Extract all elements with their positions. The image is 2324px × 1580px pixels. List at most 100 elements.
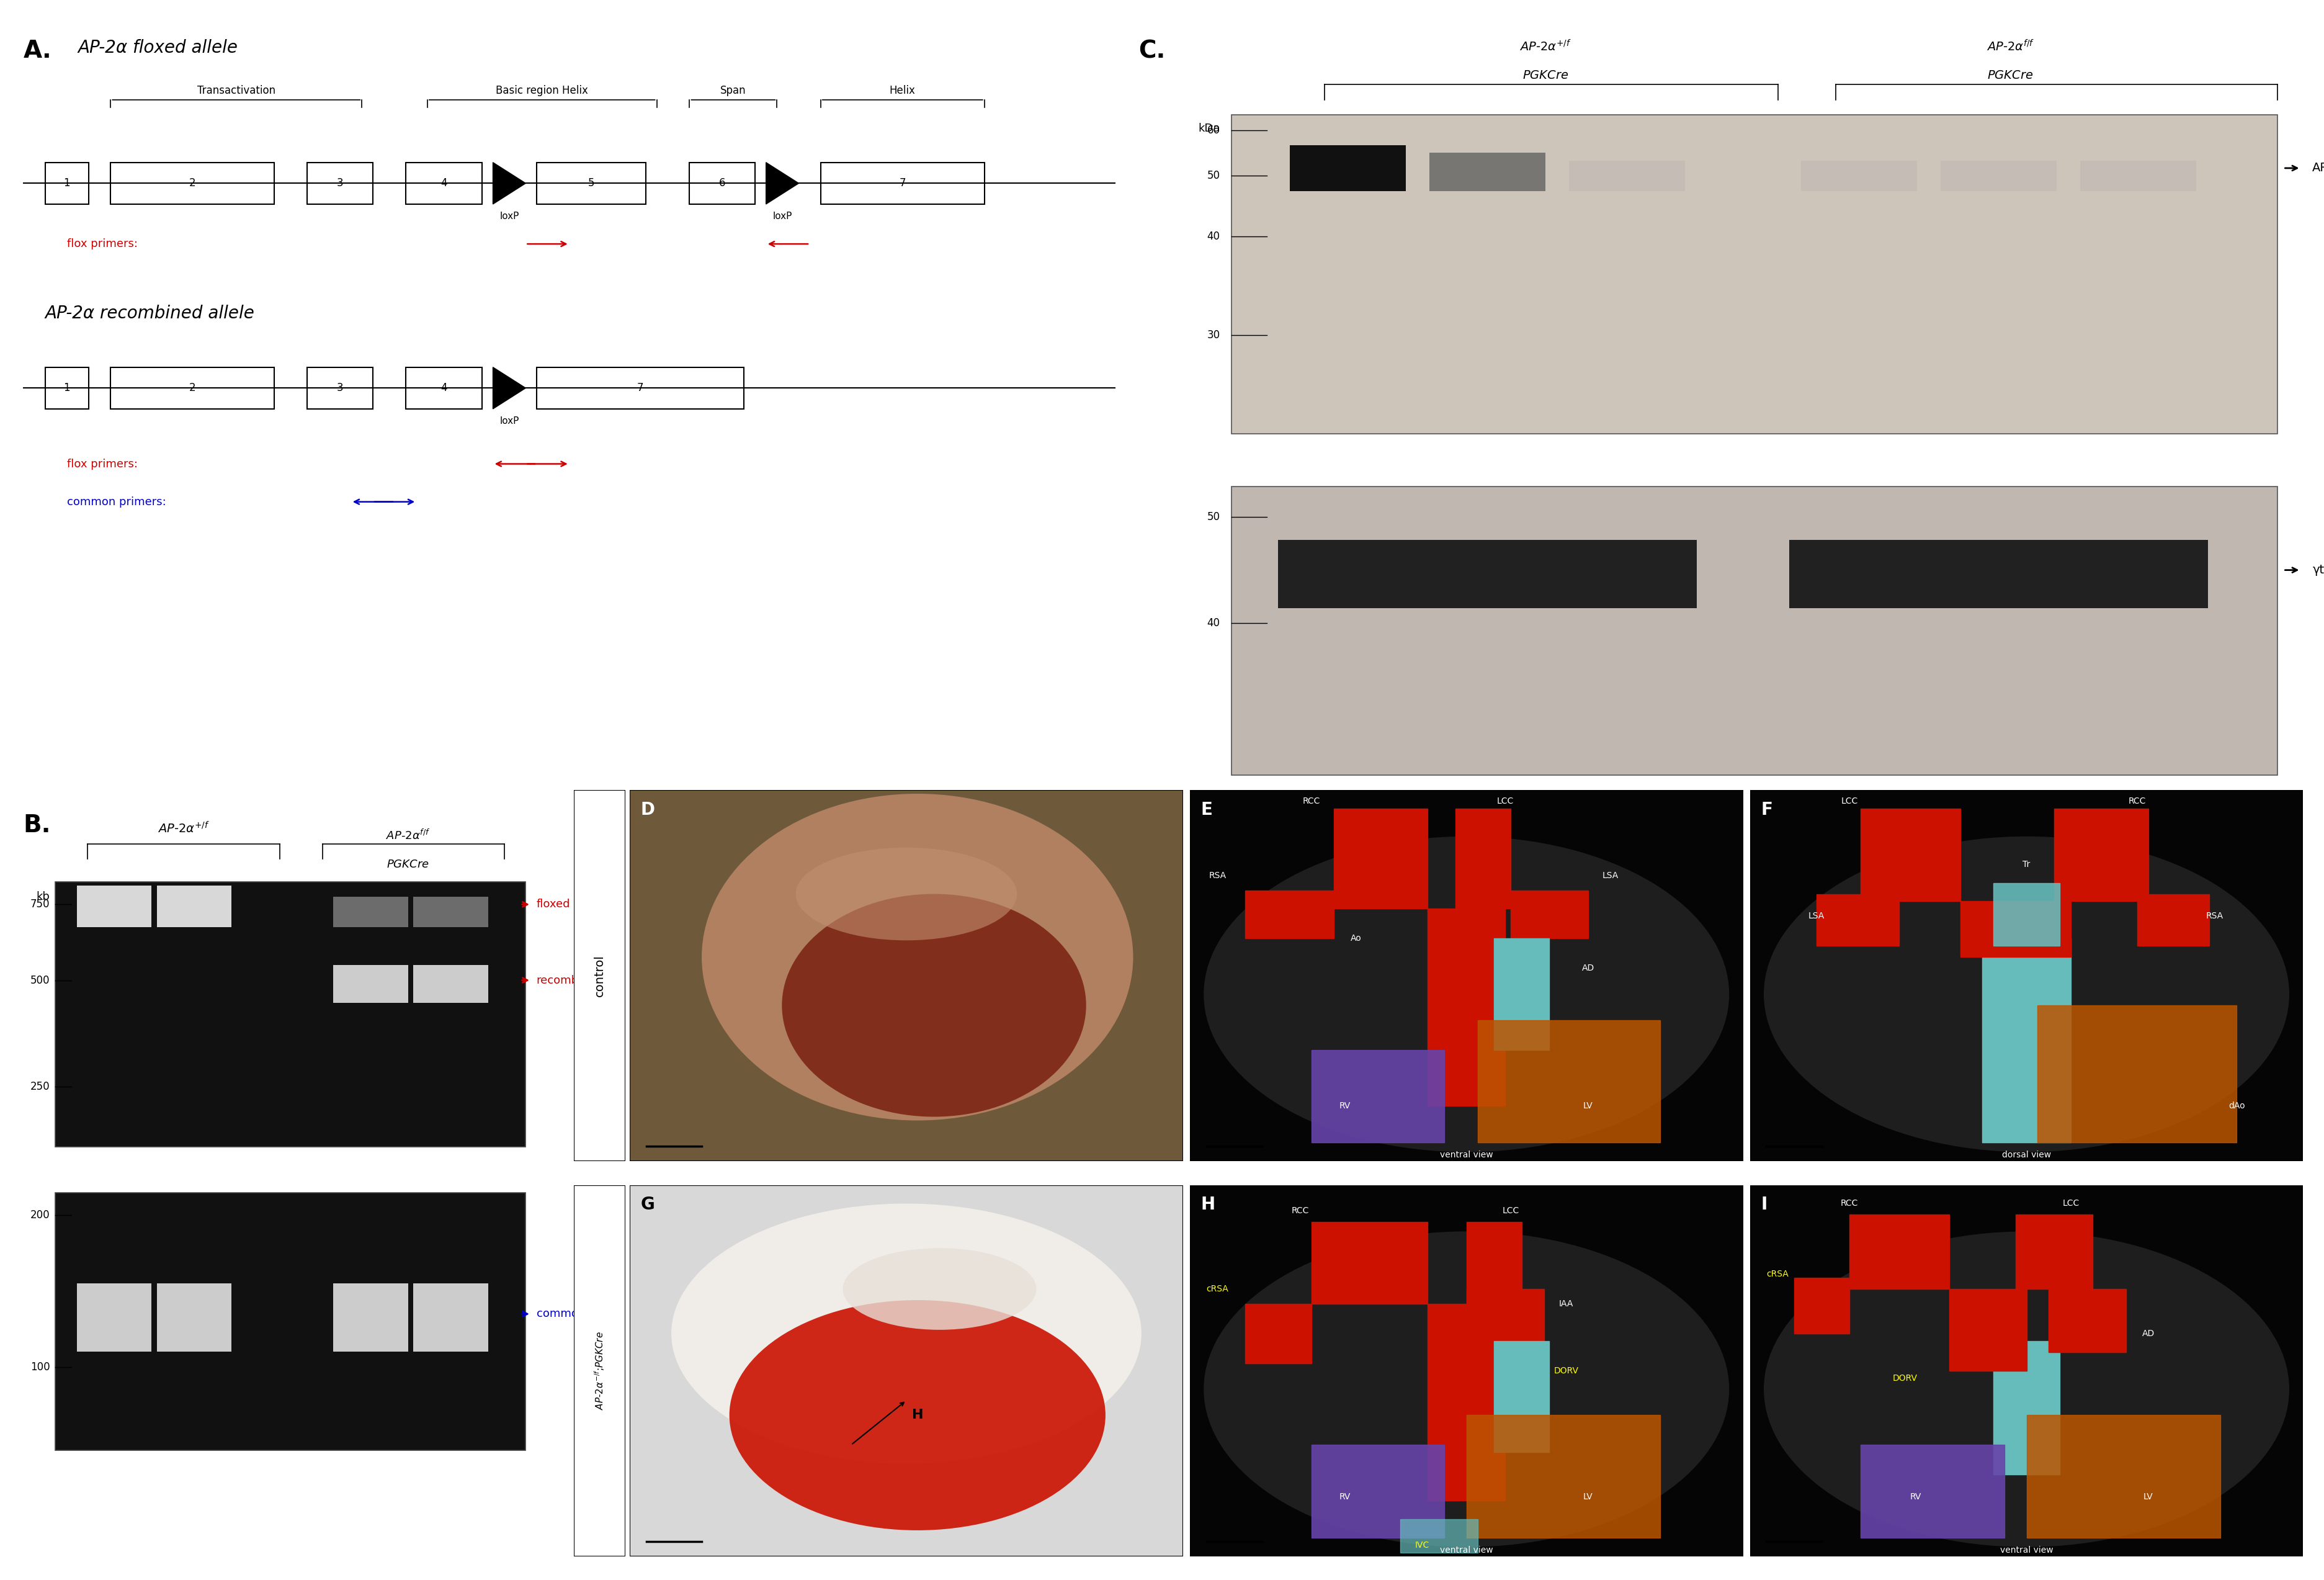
Text: 1: 1 <box>63 382 70 393</box>
Polygon shape <box>1466 1416 1659 1537</box>
FancyBboxPatch shape <box>820 163 985 204</box>
Text: AP-2α recombined allele: AP-2α recombined allele <box>44 305 256 322</box>
Text: LV: LV <box>2143 1493 2152 1501</box>
FancyBboxPatch shape <box>1750 1185 2303 1556</box>
Text: H: H <box>911 1409 923 1422</box>
Polygon shape <box>493 367 525 409</box>
FancyBboxPatch shape <box>44 163 88 204</box>
Text: $AP$-$2\alpha^{+/f}$: $AP$-$2\alpha^{+/f}$ <box>1520 40 1571 54</box>
FancyBboxPatch shape <box>2068 540 2208 608</box>
Text: 40: 40 <box>1206 231 1220 242</box>
FancyBboxPatch shape <box>537 367 744 409</box>
FancyBboxPatch shape <box>1557 540 1697 608</box>
Text: $AP$-$2\alpha^{f/f}$: $AP$-$2\alpha^{f/f}$ <box>1987 40 2034 54</box>
FancyBboxPatch shape <box>690 163 755 204</box>
Text: LSA: LSA <box>1808 912 1824 921</box>
Polygon shape <box>1950 1289 2027 1315</box>
Text: 7: 7 <box>637 382 644 393</box>
Polygon shape <box>1817 894 1899 946</box>
Text: LCC: LCC <box>1497 796 1513 806</box>
FancyBboxPatch shape <box>630 1185 1183 1556</box>
Polygon shape <box>1794 1278 1850 1334</box>
Text: A.: A. <box>23 40 51 63</box>
FancyBboxPatch shape <box>77 1283 151 1352</box>
Text: LCC: LCC <box>2061 1199 2080 1207</box>
Text: B.: B. <box>23 814 51 837</box>
Polygon shape <box>1950 1315 2027 1370</box>
Text: 4: 4 <box>442 177 446 190</box>
FancyBboxPatch shape <box>77 885 151 927</box>
Text: γtubulin: γtubulin <box>2312 564 2324 577</box>
Polygon shape <box>1311 1444 1443 1537</box>
Text: RCC: RCC <box>1292 1207 1308 1215</box>
Text: $PGKCre$: $PGKCre$ <box>386 860 430 871</box>
Text: $PGKCre$: $PGKCre$ <box>1987 70 2034 81</box>
Text: G: G <box>641 1196 655 1213</box>
Text: floxed: floxed <box>537 899 569 910</box>
Ellipse shape <box>1204 1231 1729 1547</box>
Text: loxP: loxP <box>500 417 518 425</box>
Ellipse shape <box>1764 1231 2289 1547</box>
Text: 50: 50 <box>1206 512 1220 523</box>
FancyBboxPatch shape <box>404 367 481 409</box>
Text: 3: 3 <box>337 177 344 190</box>
FancyBboxPatch shape <box>1190 1185 1743 1556</box>
Polygon shape <box>2038 1005 2236 1142</box>
FancyBboxPatch shape <box>1290 145 1406 191</box>
Text: F: F <box>1762 801 1773 818</box>
FancyBboxPatch shape <box>537 163 646 204</box>
Polygon shape <box>2027 1416 2219 1537</box>
FancyBboxPatch shape <box>112 163 274 204</box>
Text: flox primers:: flox primers: <box>67 458 137 469</box>
Text: RV: RV <box>1910 1493 1922 1501</box>
Polygon shape <box>1455 809 1511 909</box>
Text: AP-2α: AP-2α <box>2312 163 2324 174</box>
Text: AD: AD <box>2143 1329 2154 1338</box>
FancyBboxPatch shape <box>158 1283 232 1352</box>
Polygon shape <box>1399 1520 1478 1553</box>
Text: common: common <box>537 1308 586 1319</box>
Text: cRSA: cRSA <box>1766 1270 1789 1278</box>
FancyBboxPatch shape <box>112 367 274 409</box>
FancyBboxPatch shape <box>1789 540 1929 608</box>
FancyBboxPatch shape <box>1929 540 2068 608</box>
Polygon shape <box>1862 809 1959 901</box>
Text: 30: 30 <box>1206 329 1220 341</box>
Text: RSA: RSA <box>1208 871 1227 880</box>
Text: AD: AD <box>1583 964 1594 973</box>
Polygon shape <box>1494 1341 1550 1452</box>
Text: 2: 2 <box>188 382 195 393</box>
Ellipse shape <box>1764 836 2289 1152</box>
Text: RV: RV <box>1339 1493 1350 1501</box>
Text: ventral view: ventral view <box>1441 1545 1492 1555</box>
Text: Transactivation: Transactivation <box>198 85 274 96</box>
FancyBboxPatch shape <box>1278 540 1418 608</box>
Polygon shape <box>1959 901 2071 957</box>
Text: Span: Span <box>720 85 746 96</box>
Polygon shape <box>1982 939 2071 1142</box>
Text: DORV: DORV <box>1892 1373 1917 1382</box>
Text: 5: 5 <box>588 177 595 190</box>
FancyBboxPatch shape <box>332 897 409 927</box>
Polygon shape <box>2015 1215 2094 1289</box>
Text: 1: 1 <box>63 177 70 190</box>
Text: RV: RV <box>1339 1101 1350 1109</box>
Text: RCC: RCC <box>2129 796 2145 806</box>
Text: IAA: IAA <box>1559 1299 1573 1308</box>
Text: E: E <box>1202 801 1213 818</box>
Text: 60: 60 <box>1206 125 1220 136</box>
Text: dAo: dAo <box>2229 1101 2245 1109</box>
FancyBboxPatch shape <box>44 367 88 409</box>
FancyBboxPatch shape <box>2080 161 2196 191</box>
Ellipse shape <box>795 847 1018 940</box>
Polygon shape <box>1311 1049 1443 1142</box>
Polygon shape <box>1994 1341 2059 1474</box>
Text: $AP$-$2\alpha^{f/f}$: $AP$-$2\alpha^{f/f}$ <box>386 828 430 842</box>
Text: dorsal view: dorsal view <box>2001 1150 2052 1160</box>
Polygon shape <box>1427 908 1506 957</box>
Polygon shape <box>1494 939 1550 1049</box>
FancyBboxPatch shape <box>1232 487 2278 774</box>
Text: 2: 2 <box>188 177 195 190</box>
Text: AP-2α floxed allele: AP-2α floxed allele <box>77 40 237 57</box>
Text: 7: 7 <box>899 177 906 190</box>
